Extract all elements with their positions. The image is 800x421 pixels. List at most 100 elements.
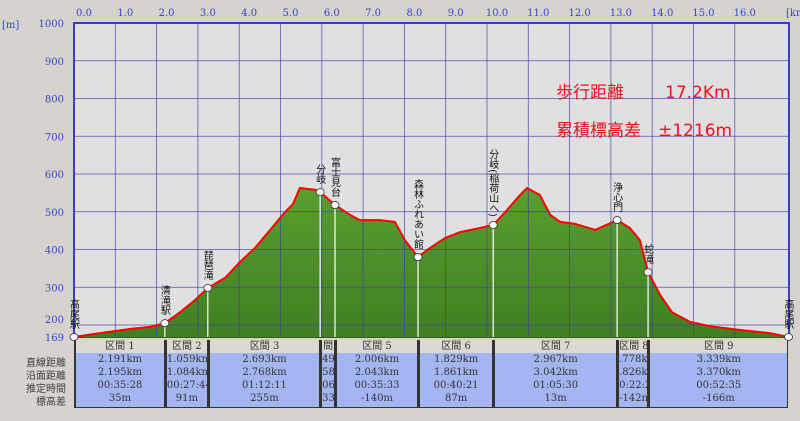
section-column: 間 49 58 06 33 — [320, 340, 335, 408]
section-header: 区間 2 — [166, 340, 207, 353]
section-value: 3.042km — [533, 367, 578, 378]
y-unit-label: [m] — [2, 20, 19, 31]
section-header: 区間 1 — [76, 340, 164, 353]
y-tick-label: 300 — [45, 283, 64, 294]
waypoint-label: 高尾駅 — [68, 298, 80, 330]
section-value: 2.768km — [242, 367, 287, 378]
waypoint-label: 分岐(稲荷山へ) — [487, 149, 499, 217]
waypoint-label: 蛇滝 — [642, 243, 654, 264]
section-column: 区間 1 2.191km 2.195km 00:35:28 35m — [74, 340, 165, 408]
annotation-value: 17.2Km — [665, 83, 731, 103]
waypoint-label: 分岐 — [314, 164, 326, 185]
section-value: 2.967km — [533, 354, 578, 365]
x-unit-label: [km — [786, 8, 800, 19]
x-tick-label: 7.0 — [365, 8, 381, 19]
profile-area — [74, 188, 789, 337]
y-tick-label: 900 — [45, 57, 64, 68]
section-value: 58 — [322, 367, 335, 378]
section-value: 13m — [544, 393, 567, 404]
waypoint-marker — [643, 268, 653, 277]
y-tick-label: 200 — [45, 315, 64, 326]
waypoint-marker — [413, 253, 423, 261]
x-tick-label: 1.0 — [117, 8, 133, 19]
section-value: 0:22:2 — [619, 380, 649, 391]
y-tick-label: 500 — [45, 208, 64, 219]
section-column: 区間 2 1.059km 1.084km 00:27:44 91m — [164, 340, 208, 408]
waypoint-marker — [488, 221, 498, 229]
waypoint-label: 富士見台 — [329, 156, 341, 198]
x-tick-label: 8.0 — [406, 8, 422, 19]
section-column: 区間 3 2.693km 2.768km 01:12:11 255m — [207, 340, 321, 408]
annotation-label: 歩行距離 — [556, 83, 624, 103]
row-label: 沿面距離 — [26, 371, 66, 382]
waypoint-label: 清滝駅 — [158, 284, 170, 316]
section-value: 01:12:11 — [242, 380, 287, 391]
section-value: 87m — [444, 393, 468, 404]
waypoint-marker — [330, 201, 340, 209]
annotation-value: ±1216m — [658, 121, 732, 141]
x-tick-label: 15.0 — [692, 8, 714, 19]
waypoint-label: 高尾駅 — [782, 298, 794, 330]
x-tick-label: 11.0 — [527, 8, 549, 19]
section-value: 01:05:30 — [533, 380, 579, 391]
x-tick-label: 12.0 — [568, 8, 590, 19]
row-label: 直線距離 — [26, 358, 66, 369]
waypoint-marker — [160, 319, 170, 328]
y-tick-label: 169 — [45, 333, 64, 344]
x-tick-label: 14.0 — [651, 8, 673, 19]
section-header: 区間 7 — [495, 340, 617, 353]
section-value: 00:52:35 — [696, 380, 742, 391]
section-column: 区間 7 2.967km 3.042km 01:05:30 13m — [493, 340, 618, 408]
row-label: 推定時間 — [26, 384, 66, 395]
section-value: 06 — [322, 380, 335, 391]
profile-line — [73, 186, 789, 338]
section-value: 2.006km — [354, 354, 400, 365]
section-value: -166m — [702, 393, 735, 404]
x-tick-label: 5.0 — [283, 8, 299, 19]
waypoint-label: 森林ふれあい館 — [412, 178, 424, 250]
section-header: 区間 3 — [209, 340, 320, 353]
section-value: 35m — [108, 393, 132, 404]
section-value: 00:35:33 — [354, 380, 400, 391]
y-tick-label: 800 — [45, 95, 64, 106]
x-tick-label: 13.0 — [610, 8, 632, 19]
y-tick-label: 400 — [45, 246, 64, 257]
section-value: 2.043km — [354, 367, 400, 378]
section-value: -142m — [619, 393, 649, 404]
y-tick-label: 1000 — [39, 19, 64, 30]
section-value: 3.370km — [696, 367, 741, 378]
section-column: 区間 9 3.339km 3.370km 00:52:35 -166m — [648, 340, 789, 408]
section-header: 区間 8 — [619, 340, 649, 353]
section-value: 00:35:28 — [97, 380, 143, 391]
section-value: 91m — [175, 393, 198, 404]
section-value: 2.191km — [97, 354, 143, 365]
section-value: 1.829km — [434, 354, 479, 365]
x-tick-label: 6.0 — [324, 8, 340, 19]
row-label: 標高差 — [36, 397, 66, 408]
waypoint-marker — [203, 284, 213, 292]
waypoint-marker — [784, 333, 793, 341]
x-tick-label: 16.0 — [734, 8, 756, 19]
section-value: .826km — [619, 367, 648, 378]
waypoint-label: 琵琶滝 — [201, 250, 213, 280]
section-value: .778km — [619, 354, 648, 365]
section-value: 2.693km — [242, 354, 287, 365]
section-value: 33 — [322, 393, 335, 404]
section-value: 49 — [322, 354, 335, 365]
x-tick-label: 10.0 — [486, 8, 508, 19]
waypoint-marker — [315, 188, 325, 197]
section-value: 00:40:21 — [433, 380, 479, 391]
x-tick-label: 4.0 — [241, 8, 257, 19]
section-value: 1.084km — [166, 367, 208, 378]
section-value: 1.059km — [166, 354, 208, 365]
waypoint-label: 浄心門 — [611, 181, 623, 213]
x-tick-label: 3.0 — [200, 8, 216, 19]
y-tick-label: 700 — [45, 132, 64, 143]
section-header: 区間 6 — [420, 340, 493, 353]
section-column: 区間 5 2.006km 2.043km 00:35:33 -140m — [335, 340, 419, 408]
section-header: 間 — [322, 340, 334, 353]
section-column: 区間 8.778km .826km 0:22:2 -142m — [617, 340, 649, 408]
section-column: 区間 6 1.829km 1.861km 00:40:21 87m — [418, 340, 494, 408]
